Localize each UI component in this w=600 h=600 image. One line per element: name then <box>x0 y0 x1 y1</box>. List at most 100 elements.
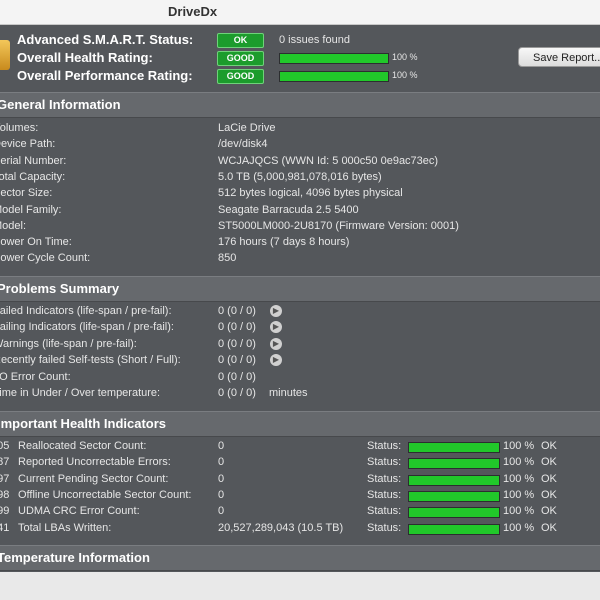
info-label: Volumes: <box>0 122 39 134</box>
info-value: 176 hours (7 days 8 hours) <box>218 236 350 249</box>
attr-name: Reallocated Sector Count: <box>18 440 147 452</box>
problem-value: 0 (0 / 0) <box>218 370 256 383</box>
detail-arrow[interactable]: ▶ <box>270 354 282 367</box>
percent-label: 100 % <box>503 505 535 518</box>
progress-track <box>408 490 500 502</box>
detail-arrow[interactable]: ▶ <box>270 305 282 317</box>
problem-value: 0 (0 / 0) <box>218 387 256 399</box>
percent-label: 100 % <box>392 52 418 62</box>
info-label: Sector Size: <box>0 187 53 200</box>
info-value: /dev/disk4 <box>218 138 268 151</box>
attr-name: Current Pending Sector Count: <box>18 472 169 485</box>
progress-track <box>408 523 500 535</box>
progress-track <box>408 474 500 486</box>
window-title: DriveDx <box>168 4 218 19</box>
status-label: Status: <box>367 488 402 501</box>
status-text: OK <box>541 505 557 518</box>
progress-track <box>408 507 500 519</box>
summary-label: Overall Performance Rating: <box>17 68 193 83</box>
attr-value: 0 <box>218 505 225 518</box>
section-title: General Information <box>0 97 121 112</box>
section-title: Important Health Indicators <box>0 416 167 431</box>
attr-value: 0 <box>218 456 225 469</box>
status-text: OK <box>541 440 557 452</box>
info-value: 512 bytes logical, 4096 bytes physical <box>218 187 403 200</box>
info-label: Power On Time: <box>0 236 72 249</box>
attr-id: 197 <box>0 472 10 485</box>
section-title: Problems Summary <box>0 281 120 296</box>
footer <box>0 572 600 600</box>
info-value: Seagate Barracuda 2.5 5400 <box>218 203 359 216</box>
problem-value: 0 (0 / 0) <box>218 305 256 317</box>
problem-unit: minutes <box>269 387 308 399</box>
save-report-button[interactable]: Save Report... <box>518 47 600 67</box>
progress-track <box>408 458 500 470</box>
percent-label: 100 % <box>503 472 535 485</box>
problem-value: 0 (0 / 0) <box>218 354 256 367</box>
attr-name: Offline Uncorrectable Sector Count: <box>18 488 192 501</box>
detail-arrow[interactable]: ▶ <box>270 321 282 334</box>
status-label: Status: <box>367 440 402 452</box>
title-bar <box>0 0 600 25</box>
attr-value: 0 <box>218 472 225 485</box>
status-label: Status: <box>367 472 402 485</box>
progress-fill <box>409 475 499 485</box>
attr-id: 199 <box>0 505 10 518</box>
attr-value: 0 <box>218 488 225 501</box>
progress-fill <box>409 524 499 534</box>
status-text: OK <box>541 521 557 534</box>
percent-label: 100 % <box>503 440 535 452</box>
attr-id: 241 <box>0 521 10 534</box>
summary-label: Overall Health Rating: <box>17 50 153 65</box>
percent-label: 100 % <box>392 70 418 80</box>
problem-label: Failed Indicators (life-span / pre-fail)… <box>0 305 172 317</box>
info-label: Model: <box>0 219 27 232</box>
progress-fill <box>280 72 388 81</box>
status-text: OK <box>541 488 557 501</box>
info-value: 850 <box>218 252 237 265</box>
problem-label: Recently failed Self-tests (Short / Full… <box>0 354 181 367</box>
progress-track <box>279 53 389 64</box>
summary-label: Advanced S.M.A.R.T. Status: <box>17 32 194 47</box>
status-badge: GOOD <box>217 51 264 66</box>
progress-track <box>279 71 389 82</box>
info-value: WCJAJQCS (WWN Id: 5 000c50 0e9ac73ec) <box>218 154 439 167</box>
percent-label: 100 % <box>503 456 535 469</box>
attr-name: Reported Uncorrectable Errors: <box>18 456 171 469</box>
info-label: Power Cycle Count: <box>0 252 91 265</box>
info-value: 5.0 TB (5,000,981,078,016 bytes) <box>218 170 382 183</box>
info-label: Model Family: <box>0 203 62 216</box>
problem-label: Failing Indicators (life-span / pre-fail… <box>0 321 174 334</box>
summary-text: 0 issues found <box>279 34 350 46</box>
status-text: OK <box>541 472 557 485</box>
section-title: Temperature Information <box>0 550 150 565</box>
problem-label: Time in Under / Over temperature: <box>0 387 161 399</box>
status-text: OK <box>541 456 557 469</box>
info-label: Device Path: <box>0 138 56 151</box>
attr-id: 187 <box>0 456 10 469</box>
drive-icon <box>0 40 10 70</box>
attr-id: 005 <box>0 440 10 452</box>
info-label: Total Capacity: <box>0 170 66 183</box>
percent-label: 100 % <box>503 521 535 534</box>
section-header <box>0 411 600 437</box>
info-value: LaCie Drive <box>218 122 276 134</box>
progress-fill <box>280 54 388 63</box>
problem-value: 0 (0 / 0) <box>218 337 256 350</box>
attr-id: 198 <box>0 488 10 501</box>
progress-track <box>408 442 500 453</box>
progress-fill <box>409 491 499 501</box>
info-label: Serial Number: <box>0 154 67 167</box>
percent-label: 100 % <box>503 488 535 501</box>
detail-arrow[interactable]: ▶ <box>270 337 282 350</box>
progress-fill <box>409 508 499 518</box>
status-label: Status: <box>367 456 402 469</box>
attr-name: Total LBAs Written: <box>18 521 112 534</box>
section-header <box>0 276 600 302</box>
progress-fill <box>409 443 499 452</box>
attr-name: UDMA CRC Error Count: <box>18 505 140 518</box>
info-value: ST5000LM000-2U8170 (Firmware Version: 00… <box>218 219 459 232</box>
status-badge: OK <box>217 33 264 48</box>
problem-value: 0 (0 / 0) <box>218 321 256 334</box>
